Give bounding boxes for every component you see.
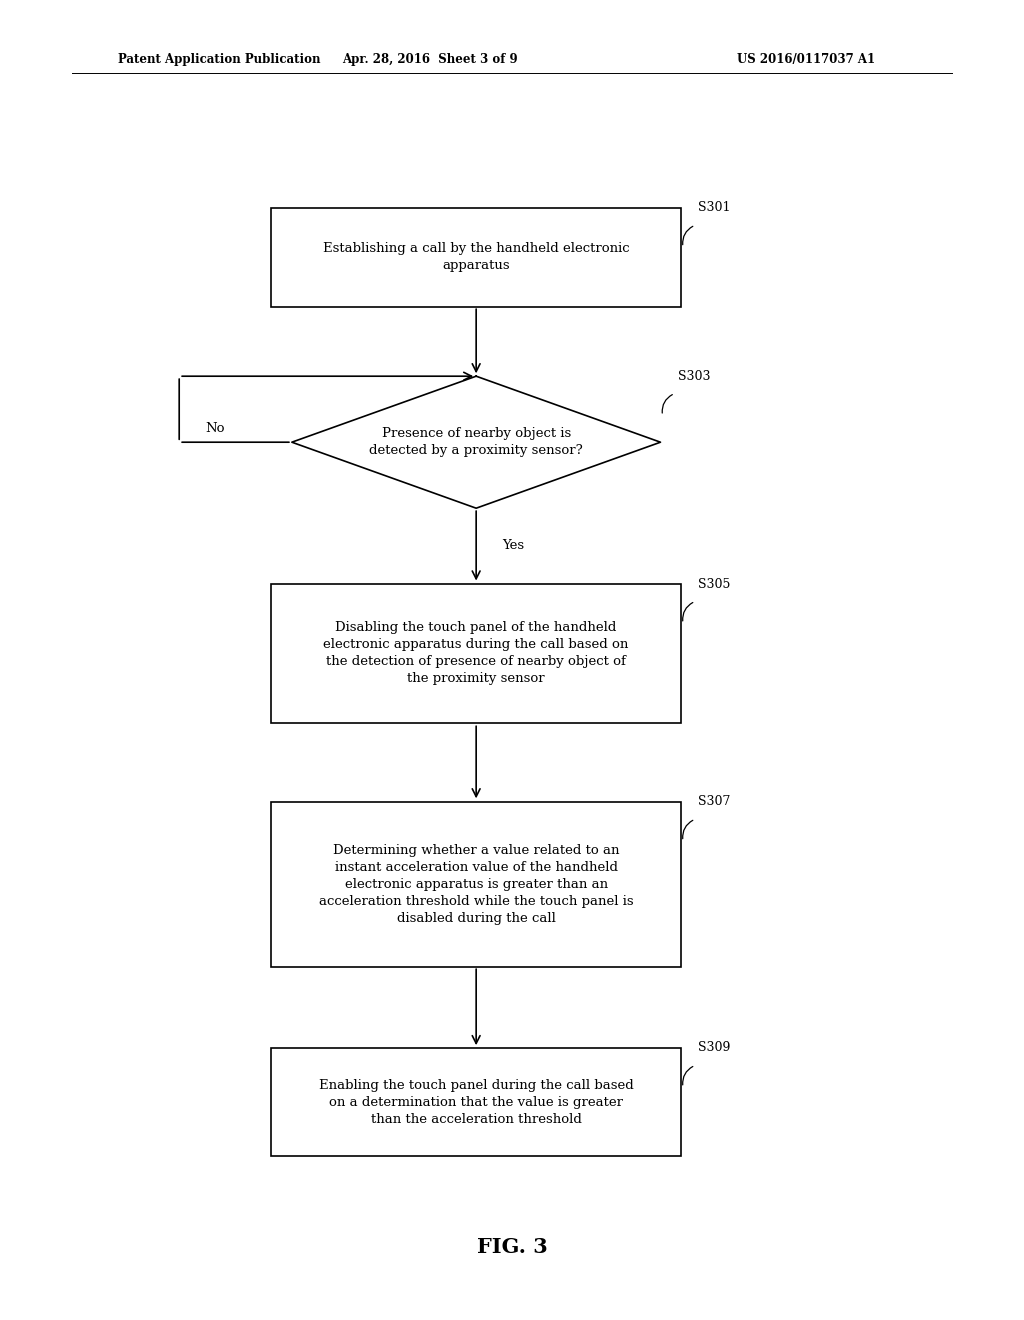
FancyArrowPatch shape [683,1067,693,1085]
Text: Determining whether a value related to an
instant acceleration value of the hand: Determining whether a value related to a… [318,843,634,925]
Text: Enabling the touch panel during the call based
on a determination that the value: Enabling the touch panel during the call… [318,1078,634,1126]
Text: Yes: Yes [502,540,524,552]
Text: Apr. 28, 2016  Sheet 3 of 9: Apr. 28, 2016 Sheet 3 of 9 [342,53,518,66]
Text: S303: S303 [678,370,711,383]
Text: S309: S309 [698,1041,731,1055]
Bar [271,207,681,306]
Text: Presence of nearby object is
detected by a proximity sensor?: Presence of nearby object is detected by… [370,428,583,457]
Text: Patent Application Publication: Patent Application Publication [118,53,321,66]
FancyArrowPatch shape [683,226,693,244]
Text: S301: S301 [698,201,731,214]
Text: No: No [205,422,225,436]
Text: Disabling the touch panel of the handheld
electronic apparatus during the call b: Disabling the touch panel of the handhel… [324,622,629,685]
Bar [271,583,681,722]
Bar [271,1048,681,1156]
Polygon shape [292,376,660,508]
FancyArrowPatch shape [683,602,693,620]
Text: S305: S305 [698,578,731,590]
Text: S307: S307 [698,795,731,808]
Text: Establishing a call by the handheld electronic
apparatus: Establishing a call by the handheld elec… [323,243,630,272]
Text: FIG. 3: FIG. 3 [476,1237,548,1258]
FancyArrowPatch shape [663,395,673,413]
Bar [271,801,681,966]
Text: US 2016/0117037 A1: US 2016/0117037 A1 [737,53,876,66]
FancyArrowPatch shape [683,820,693,838]
